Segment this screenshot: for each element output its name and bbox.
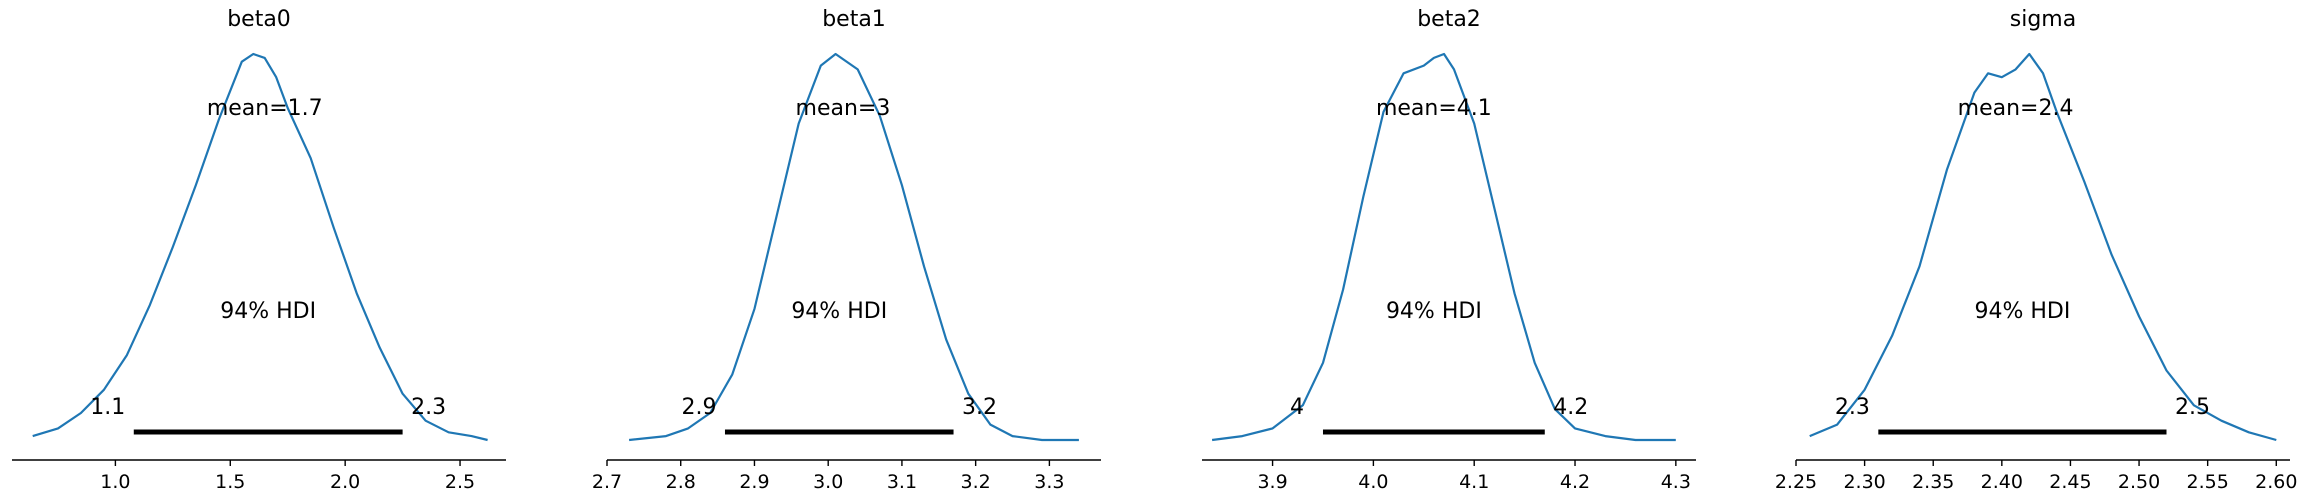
mean-label: mean=4.1 xyxy=(1376,96,1492,121)
hdi-low-label: 2.9 xyxy=(681,395,716,420)
hdi-high-label: 2.5 xyxy=(2175,395,2210,420)
hdi-low-label: 1.1 xyxy=(90,395,125,420)
x-tick-label: 2.50 xyxy=(2118,471,2160,493)
hdi-high-label: 3.2 xyxy=(962,395,997,420)
x-tick-label: 4.2 xyxy=(1560,471,1590,493)
x-tick-label: 2.0 xyxy=(330,471,360,493)
x-tick-label: 2.7 xyxy=(592,471,622,493)
density-panel-beta2: beta2 4 4.2 94% HDI mean=4.1 3.9 4.0 4.1 4.2 4.3 xyxy=(1202,7,1696,493)
x-tick-label: 2.55 xyxy=(2187,471,2229,493)
x-tick-label: 3.0 xyxy=(813,471,843,493)
x-tick-label: 2.35 xyxy=(1912,471,1954,493)
x-tick-label: 3.1 xyxy=(887,471,917,493)
x-tick-label: 2.8 xyxy=(666,471,696,493)
panel-title: beta1 xyxy=(822,7,886,32)
density-panel-sigma: sigma 2.3 2.5 94% HDI mean=2.4 2.25 2.30 2.35 2.… xyxy=(1775,7,2298,493)
x-tick-label: 1.0 xyxy=(100,471,130,493)
kde-curve xyxy=(32,52,488,442)
hdi-low-label: 2.3 xyxy=(1835,395,1870,420)
x-tick-label: 2.25 xyxy=(1775,471,1817,493)
density-panel-beta0: beta0 1.1 2.3 94% HDI mean=1.7 1.0 1.5 2.0 2.5 xyxy=(12,7,506,493)
kde-curve xyxy=(628,52,1079,442)
x-tick-label: 3.3 xyxy=(1034,471,1064,493)
panel-title: beta2 xyxy=(1417,7,1481,32)
x-tick-label: 4.0 xyxy=(1358,471,1388,493)
mean-label: mean=1.7 xyxy=(207,96,323,121)
hdi-high-label: 2.3 xyxy=(411,395,446,420)
x-tick-label: 3.9 xyxy=(1257,471,1287,493)
panel-title: sigma xyxy=(2010,7,2076,32)
kde-curve xyxy=(1809,52,2277,442)
x-tick-label: 3.2 xyxy=(961,471,991,493)
x-tick-label: 2.5 xyxy=(445,471,475,493)
x-tick-label: 4.3 xyxy=(1661,471,1691,493)
hdi-text: 94% HDI xyxy=(1386,299,1482,324)
panel-title: beta0 xyxy=(227,7,291,32)
density-panel-beta1: beta1 2.9 3.2 94% HDI mean=3 2.7 2.8 2.9 3.0 3.1 3… xyxy=(592,7,1101,493)
x-tick-label: 2.60 xyxy=(2255,471,2297,493)
hdi-text: 94% HDI xyxy=(220,299,316,324)
hdi-high-label: 4.2 xyxy=(1553,395,1588,420)
mean-label: mean=3 xyxy=(796,96,891,121)
x-tick-label: 2.30 xyxy=(1843,471,1885,493)
hdi-text: 94% HDI xyxy=(1974,299,2070,324)
x-tick-label: 2.40 xyxy=(1981,471,2023,493)
x-tick-label: 2.9 xyxy=(739,471,769,493)
x-tick-label: 1.5 xyxy=(215,471,245,493)
mean-label: mean=2.4 xyxy=(1958,96,2074,121)
hdi-low-label: 4 xyxy=(1290,395,1304,420)
kde-curve xyxy=(1211,52,1676,442)
x-tick-label: 2.45 xyxy=(2049,471,2091,493)
x-tick-label: 4.1 xyxy=(1459,471,1489,493)
hdi-text: 94% HDI xyxy=(791,299,887,324)
